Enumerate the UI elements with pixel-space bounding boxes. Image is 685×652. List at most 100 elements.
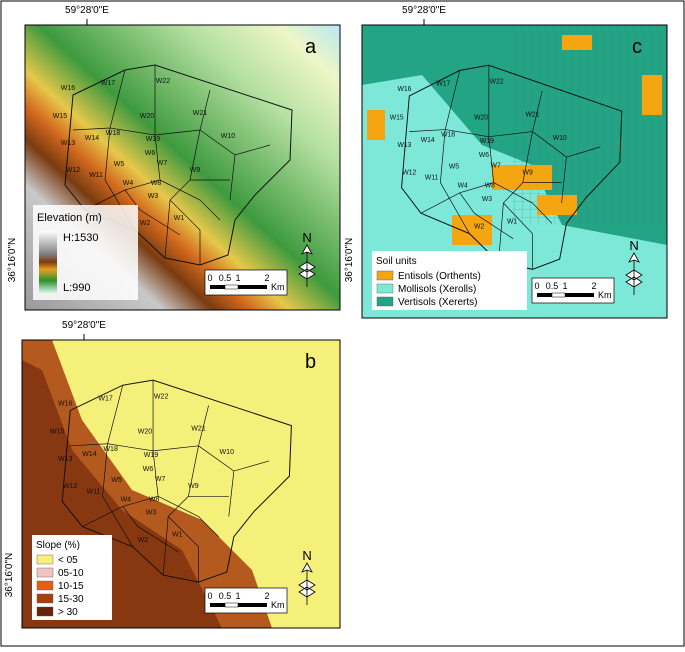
legend-swatch [376, 296, 394, 307]
legend-label: Entisols (Orthents) [398, 271, 481, 282]
legend-swatch [36, 580, 54, 591]
panel-border [24, 24, 341, 311]
north-arrow: N [625, 238, 643, 295]
watershed-boundary [401, 64, 623, 270]
elevation-legend: Elevation (m) H:1530 L:990 [33, 205, 138, 300]
watershed-label: W3 [146, 509, 157, 516]
watershed-label: W14 [82, 451, 97, 458]
scale-unit: Km [271, 282, 285, 292]
north-arrow-shape [298, 244, 316, 287]
scale-tick-label: 1 [235, 273, 240, 283]
watershed-label: W18 [441, 132, 455, 139]
watershed-label: W14 [85, 135, 100, 142]
watershed-label: W18 [103, 446, 118, 453]
sub-watershed-line [198, 445, 270, 472]
watershed-label: W1 [507, 218, 517, 225]
scale-segment [210, 603, 225, 607]
legend-title: Elevation (m) [37, 212, 102, 224]
entisols-patch [642, 75, 662, 115]
watershed-label: W4 [123, 180, 134, 187]
legend-swatch [376, 283, 394, 294]
scale-segment [238, 603, 267, 607]
north-label: N [302, 548, 311, 563]
watershed-label: W15 [53, 113, 68, 120]
legend: Slope (%) < 05 05-10 10-15 15-30 > 30 [32, 535, 112, 620]
legend-high: H:1530 [63, 232, 98, 244]
sub-watershed-line [153, 405, 209, 452]
sub-watershed-line [229, 154, 236, 201]
legend-title: Slope (%) [36, 540, 80, 551]
scale-segment [565, 293, 594, 297]
north-arrow: N [298, 548, 316, 605]
watershed-label: W17 [98, 395, 113, 402]
longitude-label: 59°28'0"E [65, 5, 109, 16]
entisols-patch [537, 195, 577, 215]
watershed-label: W9 [523, 169, 533, 176]
legend-box [372, 251, 527, 310]
watershed-label: W18 [106, 130, 121, 137]
color-ramp [39, 231, 57, 293]
scale-tick-label: 0.5 [219, 273, 232, 283]
watershed-label: W1 [172, 532, 183, 539]
scale-bar: 0 0.5 1 2Km [204, 587, 288, 614]
watershed-label: W21 [193, 110, 208, 117]
north-arrow-shape [625, 252, 643, 295]
watershed-label: W14 [421, 137, 435, 144]
watershed-label: W8 [149, 496, 160, 503]
watershed-label: W11 [86, 488, 100, 495]
sub-watershed-line [228, 471, 235, 517]
urban-grid [512, 25, 667, 225]
legend-label: 05-10 [58, 568, 84, 579]
scale-unit: Km [271, 600, 285, 610]
watershed-label: W4 [120, 496, 131, 503]
scale-tick-label: 2 [591, 281, 596, 291]
entisols-patch [367, 110, 385, 140]
entisols-patch [492, 165, 552, 190]
latitude-label: 36°16'0"N [344, 238, 355, 283]
watershed-label: W15 [50, 429, 65, 436]
sub-watershed-line [102, 443, 134, 547]
legend: Soil units Entisols (Orthents) Mollisols (… [372, 251, 527, 310]
watershed-boundary [61, 379, 292, 583]
scale-tick-label: 0.5 [546, 281, 559, 291]
watershed-label: W10 [221, 133, 236, 140]
legend-box [32, 535, 112, 620]
legend-label: > 30 [58, 607, 78, 618]
scale-segment [224, 602, 239, 608]
legend-low: L:990 [63, 282, 91, 294]
watershed-label: W22 [156, 78, 171, 85]
watershed-label: W2 [138, 537, 149, 544]
scale-tick-label: 2 [264, 273, 269, 283]
legend-label: < 05 [58, 555, 78, 566]
watershed-label: W4 [458, 183, 468, 190]
scale-tick-label: 0.5 [219, 591, 232, 601]
watershed-label: W12 [66, 167, 81, 174]
watershed-label: W17 [101, 80, 116, 87]
scale-box [531, 277, 615, 304]
watershed-label: W6 [145, 150, 156, 157]
legend-title: Soil units [376, 256, 417, 267]
scale-unit: Km [598, 290, 612, 300]
scale-segment [537, 293, 552, 297]
watershed-label: W21 [526, 111, 540, 118]
scale-box [204, 269, 288, 296]
sub-watershed-line [164, 129, 201, 259]
watershed-label: W6 [479, 152, 489, 159]
watershed-label: W10 [553, 135, 567, 142]
sub-watershed-line [167, 516, 199, 583]
sub-watershed-line [440, 129, 470, 234]
north-label: N [629, 238, 638, 253]
watershed-label: W11 [425, 174, 439, 181]
legend-swatch [36, 593, 54, 604]
watershed-label: W3 [148, 193, 159, 200]
legend-swatch [36, 554, 54, 565]
panel-border [21, 339, 341, 629]
watershed-label: W7 [157, 160, 168, 167]
latitude-label: 36°16'0"N [7, 238, 18, 283]
watershed-label: W13 [61, 140, 76, 147]
watershed-label: W15 [390, 114, 404, 121]
